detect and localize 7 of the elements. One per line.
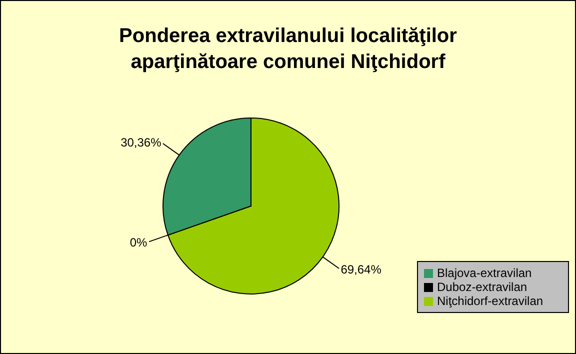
chart-title: Ponderea extravilanului localităţilor aparţinătoare comunei Niţchidorf — [118, 24, 458, 75]
legend-label: Niţchidorf-extravilan — [437, 294, 544, 308]
legend-label: Blajova-extravilan — [437, 266, 532, 280]
data-label: 69,64% — [340, 262, 382, 277]
text: 0% — [130, 235, 148, 250]
data-label: 30,36% — [120, 135, 162, 150]
legend-label: Duboz-extravilan — [437, 280, 528, 294]
